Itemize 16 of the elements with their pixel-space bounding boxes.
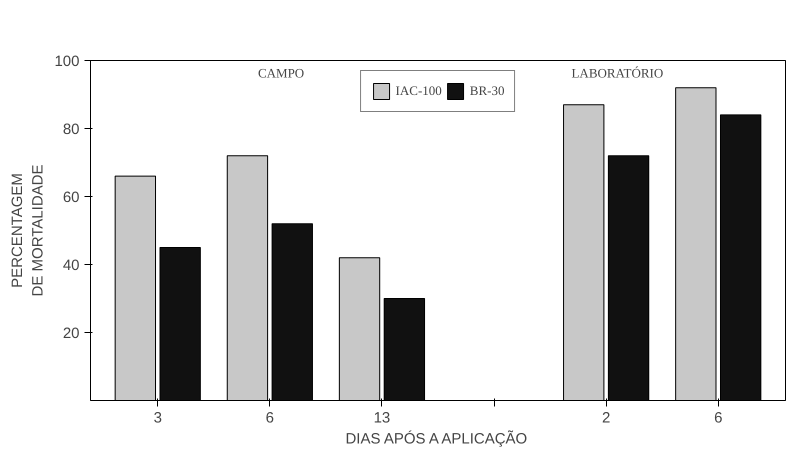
x-tick-label: 6 xyxy=(266,410,274,426)
legend-label: IAC-100 xyxy=(396,83,442,99)
y-tick-label: 20 xyxy=(62,325,80,342)
y-tick-label: 40 xyxy=(62,257,80,274)
x-tick-label: 13 xyxy=(374,410,390,426)
annotation: CAMPO xyxy=(258,66,304,80)
annotation: LABORATÓRIO xyxy=(571,66,664,80)
x-tick-label: 2 xyxy=(602,410,610,426)
y-tick-label: 80 xyxy=(62,121,80,138)
x-tick-label: 6 xyxy=(714,410,722,426)
legend-label: BR-30 xyxy=(470,83,504,99)
y-axis-title: PERCENTAGEM DE MORTALIDADE xyxy=(9,164,46,296)
y-tick-label: 100 xyxy=(54,53,80,70)
x-tick-label: 3 xyxy=(154,410,162,426)
x-axis-title: DIAS APÓS A APLICAÇÃO xyxy=(345,430,528,448)
y-tick-label: 60 xyxy=(62,189,80,206)
